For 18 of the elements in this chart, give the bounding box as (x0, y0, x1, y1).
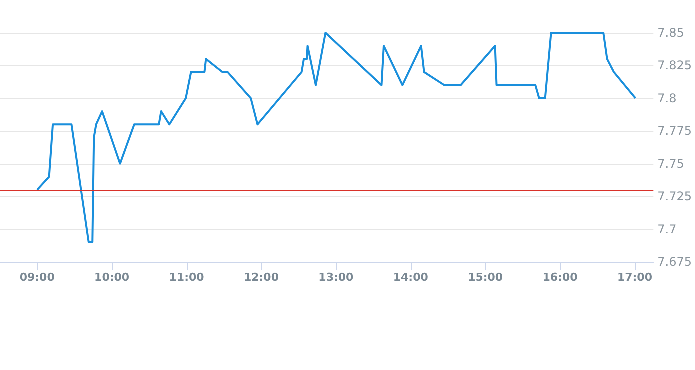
y-tick-label: 7.75 (658, 156, 684, 171)
y-tick-label: 7.825 (658, 58, 692, 73)
y-tick-label: 7.775 (658, 124, 692, 138)
y-tick-label: 7.8 (658, 91, 677, 106)
x-tick-label: 10:00 (94, 271, 130, 284)
y-tick-label: 7.675 (658, 255, 692, 269)
x-tick-label: 11:00 (169, 271, 205, 284)
y-tick-label: 7.725 (658, 190, 692, 204)
x-tick-label: 12:00 (244, 271, 280, 284)
y-tick-label: 7.7 (658, 222, 677, 236)
x-tick-label: 09:00 (20, 271, 56, 284)
line-series (36, 32, 637, 244)
x-tick-label: 14:00 (393, 271, 429, 284)
x-tick-label: 17:00 (617, 271, 653, 284)
x-tick-label: 13:00 (318, 271, 354, 284)
x-tick-label: 15:00 (468, 271, 504, 284)
y-tick-label: 7.85 (658, 26, 684, 40)
x-tick-label: 16:00 (542, 271, 578, 284)
